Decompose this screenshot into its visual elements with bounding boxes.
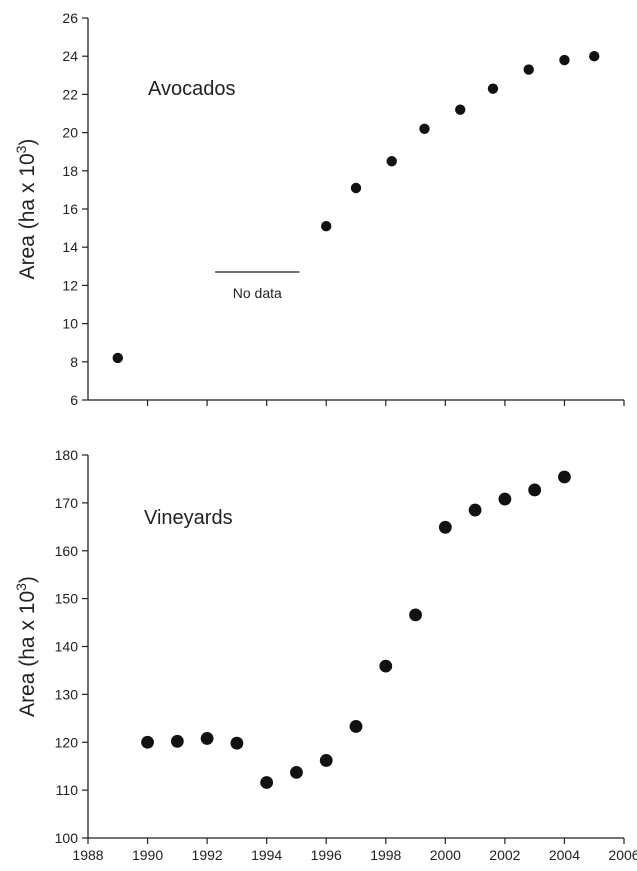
avocados-panel: 6 8 10 12 14 16 18 20 22 24 26 Area (ha x 103) Avoca… <box>13 10 625 408</box>
data-point <box>200 732 214 745</box>
data-point <box>170 734 184 748</box>
data-point <box>455 104 466 115</box>
data-point <box>319 754 333 767</box>
data-point <box>528 483 542 497</box>
y-axis-title: Area (ha x 103) <box>13 576 39 717</box>
vineyards-panel: 100 110 120 130 140 150 160 170 180 1988 1990 1992 1… <box>13 447 637 863</box>
x-tick-label: 1990 <box>132 847 163 863</box>
data-point <box>409 608 422 622</box>
data-point <box>349 720 363 733</box>
y-tick-label: 12 <box>62 277 78 293</box>
y-tick-label: 170 <box>55 495 79 511</box>
data-point <box>350 182 362 194</box>
data-point <box>589 51 600 62</box>
x-tick-label: 1988 <box>72 847 103 863</box>
y-tick-label: 8 <box>70 354 78 370</box>
data-point <box>487 83 499 94</box>
x-tick-label: 1996 <box>311 847 342 863</box>
y-axis-title: Area (ha x 103) <box>13 139 39 280</box>
panel-annotation: Vineyards <box>144 507 233 529</box>
y-tick-label: 24 <box>62 48 78 64</box>
y-tick-label: 160 <box>55 543 79 559</box>
y-tick-label: 120 <box>55 734 79 750</box>
data-point <box>498 492 512 506</box>
x-tick-label: 2004 <box>549 847 580 863</box>
y-tick-label: 16 <box>62 201 78 217</box>
x-tick-label: 2006 <box>608 847 637 863</box>
data-point <box>386 156 397 167</box>
x-tick-label: 1992 <box>192 847 223 863</box>
y-tick-label: 100 <box>55 830 79 846</box>
y-tick-label: 18 <box>62 163 78 179</box>
data-point <box>260 776 274 789</box>
y-tick-label: 180 <box>55 447 79 463</box>
x-tick-label: 2002 <box>489 847 520 863</box>
data-point <box>558 470 571 484</box>
y-tick-label: 110 <box>56 782 79 798</box>
y-tick-label: 140 <box>55 639 79 655</box>
y-tick-label: 10 <box>62 316 78 332</box>
data-point <box>468 503 482 517</box>
data-point <box>523 64 534 75</box>
no-data-label: No data <box>233 285 282 301</box>
y-tick-label: 14 <box>62 239 78 255</box>
data-point <box>112 352 123 364</box>
x-tick-label: 2000 <box>430 847 461 863</box>
data-point <box>438 520 452 534</box>
data-point <box>419 123 430 134</box>
x-tick-label: 1998 <box>370 847 401 863</box>
y-tick-label: 26 <box>62 10 78 26</box>
data-point <box>321 220 332 232</box>
data-point <box>290 766 303 779</box>
data-point <box>379 659 393 673</box>
y-tick-label: 6 <box>70 392 78 408</box>
y-tick-label: 130 <box>55 686 79 702</box>
y-tick-label: 150 <box>55 591 79 607</box>
y-tick-label: 22 <box>62 86 78 102</box>
data-point <box>230 736 244 750</box>
x-tick-label: 1994 <box>251 847 282 863</box>
data-point <box>559 54 570 66</box>
data-point <box>141 735 154 749</box>
panel-annotation: Avocados <box>148 78 235 100</box>
y-tick-label: 20 <box>62 125 78 141</box>
